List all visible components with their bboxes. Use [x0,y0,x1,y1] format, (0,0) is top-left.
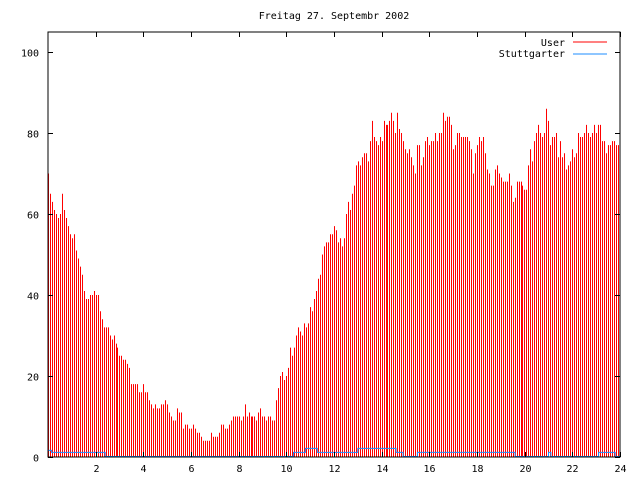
x-tick-label: 22 [566,464,578,475]
x-tick-label: 14 [376,464,388,475]
y-tick-label: 0 [33,454,39,465]
legend-label-stuttgarter: Stuttgarter [499,49,565,60]
legend-label-user: User [541,38,565,49]
x-tick-label: 10 [280,464,292,475]
x-tick-label: 24 [614,464,626,475]
user-bars [48,108,619,457]
y-tick-label: 80 [27,130,39,141]
x-tick-label: 8 [236,464,242,475]
x-tick-label: 16 [423,464,435,475]
x-tick-label: 12 [328,464,340,475]
y-tick-label: 40 [27,292,39,303]
y-tick-label: 20 [27,373,39,384]
x-tick-label: 4 [140,464,146,475]
x-tick-label: 20 [519,464,531,475]
x-tick-label: 6 [188,464,194,475]
x-tick-label: 18 [471,464,483,475]
y-tick-label: 60 [27,211,39,222]
x-tick-label: 2 [93,464,99,475]
legend: User Stuttgarter [499,38,607,60]
chart-title: Freitag 27. Septembr 2002 [259,11,410,22]
y-tick-label: 100 [21,49,39,60]
